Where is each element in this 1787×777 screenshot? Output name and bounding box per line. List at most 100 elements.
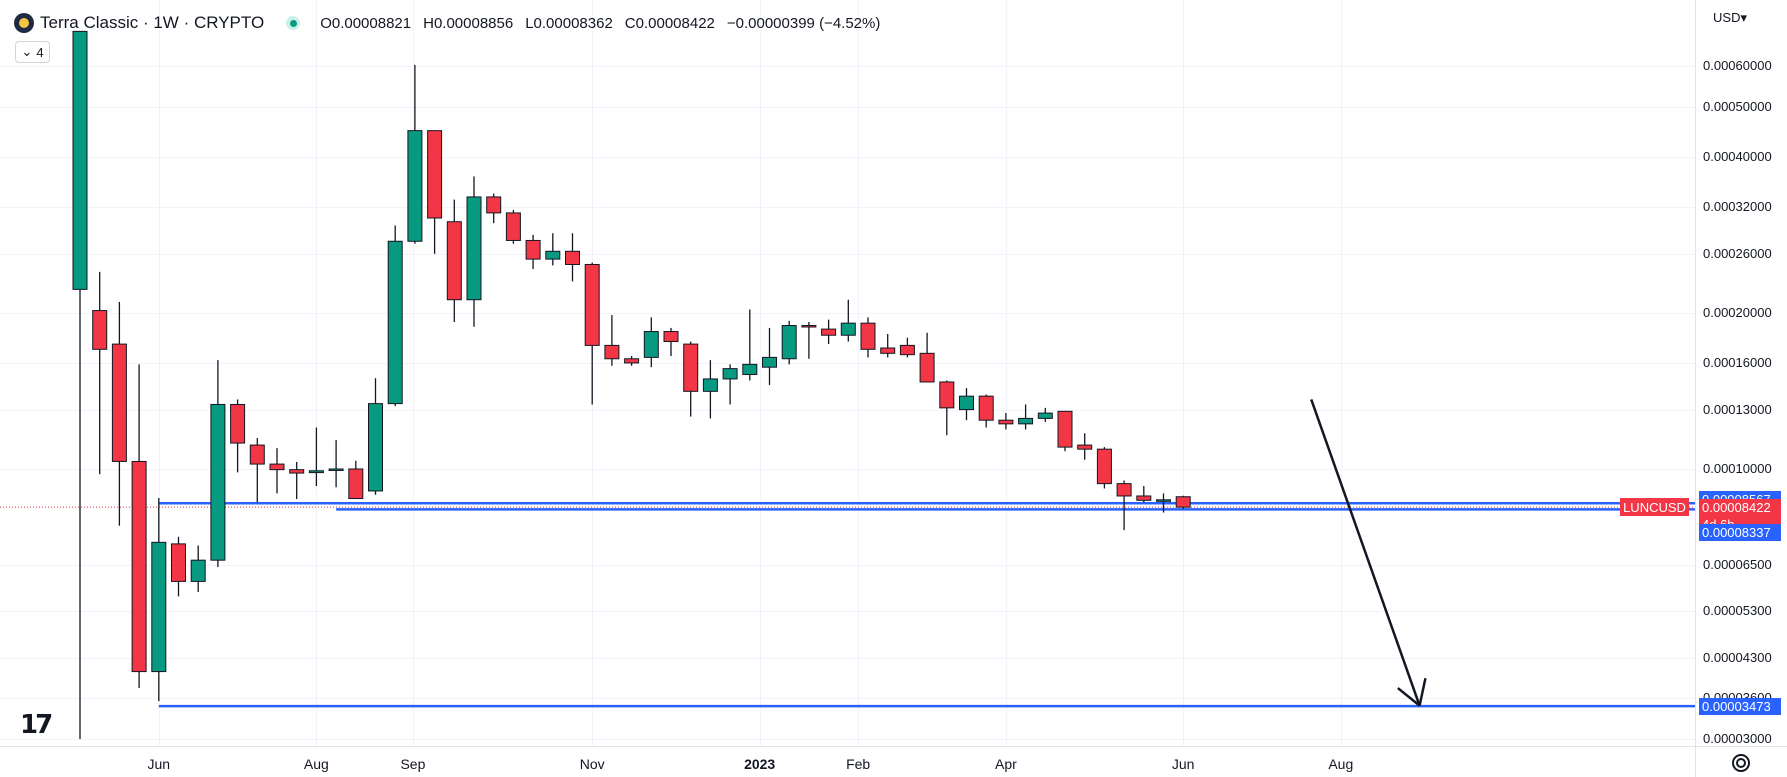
time-tick-label: Nov	[579, 756, 605, 772]
candle-body	[1156, 499, 1171, 502]
candle	[368, 378, 383, 495]
candle-body	[722, 368, 738, 380]
candle	[505, 210, 521, 244]
currency-selector[interactable]: USD▾	[1713, 10, 1747, 26]
candle	[978, 394, 994, 428]
candle	[92, 271, 108, 475]
candle	[840, 299, 856, 342]
price-tick-label: 0.00010000	[1703, 460, 1772, 476]
candle-body	[919, 352, 935, 383]
candle-body	[92, 310, 108, 350]
indicators-toggle-button[interactable]: ⌄ 4	[15, 41, 50, 63]
candles	[72, 30, 1191, 739]
price-tick-label: 0.00020000	[1703, 304, 1772, 320]
candle	[919, 332, 935, 383]
settings-gear-icon[interactable]	[1732, 754, 1750, 772]
candle	[939, 380, 955, 436]
candle	[683, 341, 699, 417]
open-value: 0.00008821	[331, 14, 412, 32]
candle-body	[1018, 417, 1034, 425]
price-tick-label: 0.00016000	[1703, 354, 1772, 370]
candle-body	[604, 344, 620, 360]
time-tick-label: Aug	[303, 756, 329, 772]
market-status-icon[interactable]	[286, 16, 301, 30]
candle-body	[407, 130, 423, 242]
candle-body	[190, 559, 206, 582]
candle-body	[210, 403, 226, 561]
candle-body	[742, 363, 758, 375]
candle	[289, 461, 305, 500]
candle	[1018, 404, 1034, 430]
time-tick-label: 2023	[744, 756, 776, 772]
candle-body	[624, 358, 640, 364]
candle-body	[702, 378, 718, 392]
candle	[1136, 486, 1152, 503]
price-tick-label: 0.00026000	[1703, 245, 1772, 261]
horizontal-lines	[0, 502, 1695, 708]
time-tick-label: Jun	[147, 756, 171, 772]
candle-body	[328, 468, 344, 471]
candle-body	[998, 419, 1014, 425]
candle	[781, 320, 797, 365]
candle	[230, 399, 246, 473]
candle	[111, 301, 127, 526]
tradingview-logo-icon[interactable]: 17	[20, 710, 53, 740]
candle	[545, 233, 561, 266]
arrow-shaft	[1310, 399, 1421, 707]
time-tick-label: Feb	[846, 756, 871, 772]
candle-body	[939, 381, 955, 409]
line-price-tag-lower: 0.00008337	[1699, 524, 1781, 542]
candle-body	[230, 403, 246, 444]
candle	[72, 30, 88, 739]
candle	[1037, 407, 1053, 423]
candle	[722, 364, 738, 405]
close-label: C	[624, 14, 636, 32]
candle-body	[545, 250, 561, 260]
high-value: 0.00008856	[433, 14, 514, 32]
candle	[1156, 493, 1171, 513]
candle	[1057, 410, 1073, 452]
candle	[821, 319, 837, 345]
symbol-title[interactable]: Terra Classic · 1W · CRYPTO	[40, 13, 265, 32]
candle	[880, 333, 896, 358]
candle-body	[1077, 444, 1093, 450]
candle-body	[289, 469, 305, 474]
candle-body	[151, 541, 167, 673]
candle-body	[111, 343, 127, 462]
candle	[466, 176, 482, 327]
candle-body	[269, 463, 285, 471]
candle-body	[466, 196, 482, 301]
chevron-down-icon: ▾	[1740, 10, 1747, 25]
price-tick-label: 0.00004300	[1703, 650, 1772, 666]
candle-body	[505, 212, 521, 241]
low-label: L	[525, 14, 534, 32]
open-label: O	[320, 14, 332, 32]
price-tick-label: 0.00005300	[1703, 603, 1772, 619]
candle-body	[1136, 495, 1152, 501]
candle	[151, 498, 167, 702]
time-tick-label: Jun	[1171, 756, 1195, 772]
high-label: H	[423, 14, 434, 32]
candle	[446, 199, 462, 322]
symbol-price-label: LUNCUSD	[1620, 498, 1689, 517]
candle-body	[860, 322, 876, 350]
candle	[742, 309, 758, 381]
candle	[1096, 447, 1112, 489]
candle	[249, 438, 265, 503]
last-price-tag: 0.00008422	[1699, 499, 1781, 517]
low-value: 0.00008362	[533, 14, 613, 32]
candle	[486, 193, 502, 224]
candle	[860, 317, 876, 358]
time-tick-label: Sep	[400, 756, 426, 772]
candle	[269, 448, 285, 494]
candle	[565, 233, 580, 282]
line-price-tag-support: 0.00003473	[1699, 698, 1781, 716]
price-tick-label: 0.00013000	[1703, 401, 1772, 417]
trend-arrow	[1310, 399, 1427, 707]
candle-body	[1175, 496, 1191, 508]
price-tick-label: 0.00006500	[1703, 557, 1772, 573]
price-tick-label: 0.00032000	[1703, 199, 1772, 215]
candle-body	[840, 322, 856, 336]
